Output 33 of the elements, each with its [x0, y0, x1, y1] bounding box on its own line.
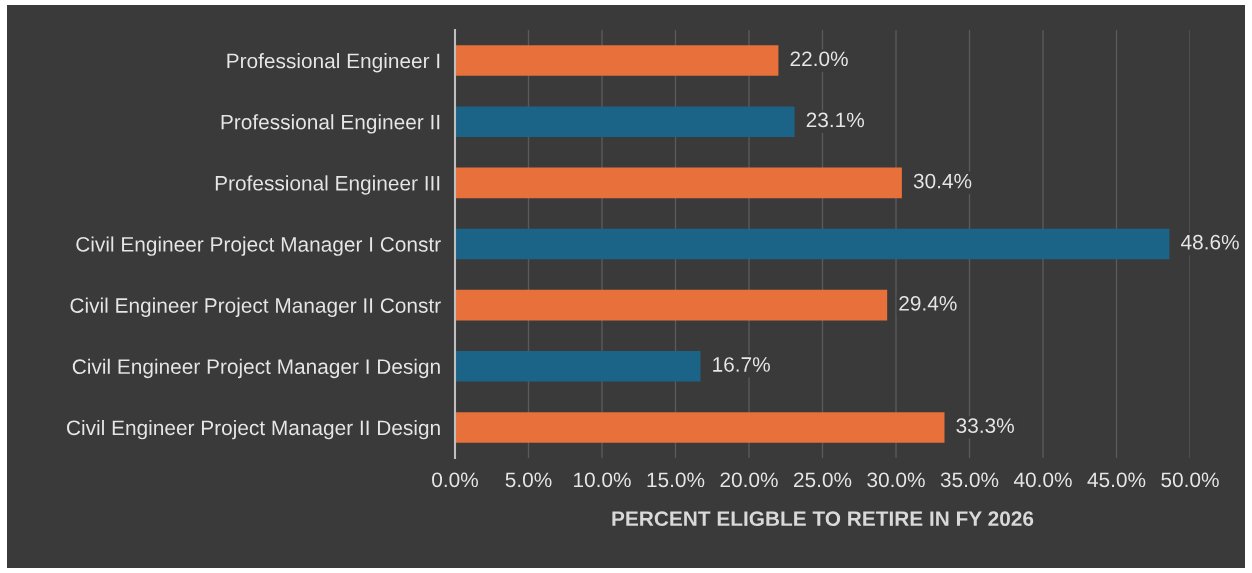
y-tick-label: Civil Engineer Project Manager II Design: [67, 419, 440, 440]
x-tick-label: 50.0%: [1161, 472, 1219, 488]
x-tick-label: 10.0%: [574, 472, 631, 488]
y-tick-label: Professional Engineer I: [227, 53, 440, 73]
bar: [455, 289, 888, 321]
y-tick-label: Civil Engineer Project Manager I Design: [72, 358, 440, 379]
data-label: 16.7%: [713, 357, 770, 372]
x-tick-label: 5.0%: [505, 472, 552, 488]
x-tick-label: 30.0%: [867, 472, 925, 488]
x-axis-title: PERCENT ELIGBLE TO RETIRE IN FY 2026: [612, 511, 1034, 527]
x-tick-label: 20.0%: [720, 472, 778, 488]
y-tick-label: Civil Engineer Project Manager II Constr: [70, 297, 441, 318]
data-label: 33.3%: [956, 418, 1014, 434]
bar: [455, 412, 945, 443]
x-tick-label: 40.0%: [1013, 472, 1072, 488]
bar: [455, 167, 902, 199]
data-label: 22.0%: [790, 51, 848, 67]
bar: [455, 106, 795, 137]
y-tick-label: Professional Engineer II: [221, 114, 440, 134]
x-tick-label: 35.0%: [940, 472, 999, 488]
x-tick-label: 0.0%: [432, 472, 478, 488]
x-tick-label: 25.0%: [794, 472, 852, 488]
data-label: 23.1%: [806, 112, 865, 128]
data-label: 30.4%: [913, 173, 972, 189]
bar: [455, 228, 1170, 260]
x-tick-label: 15.0%: [647, 472, 705, 488]
y-tick-label: Professional Engineer III: [215, 175, 440, 195]
bar: [455, 45, 779, 76]
data-label: 29.4%: [899, 295, 957, 311]
y-tick-label: Civil Engineer Project Manager I Constr: [76, 236, 441, 256]
bar: [455, 351, 701, 382]
data-label: 48.6%: [1181, 234, 1239, 250]
x-tick-label: 45.0%: [1087, 472, 1146, 488]
